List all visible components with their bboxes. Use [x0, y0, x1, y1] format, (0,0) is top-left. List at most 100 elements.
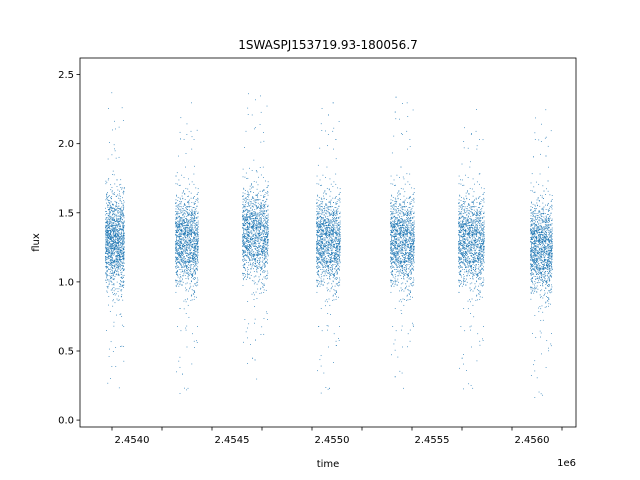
- data-point: [180, 236, 182, 237]
- data-point: [266, 237, 268, 238]
- data-point: [256, 235, 258, 237]
- data-point: [107, 233, 109, 235]
- data-point: [179, 279, 181, 281]
- data-point: [320, 263, 322, 265]
- data-point: [262, 255, 264, 256]
- data-point: [263, 208, 264, 210]
- data-point: [195, 228, 197, 230]
- data-point: [122, 235, 124, 237]
- data-point: [260, 208, 262, 210]
- data-point: [182, 218, 184, 220]
- data-point: [186, 220, 188, 222]
- data-point: [119, 208, 121, 210]
- data-point: [119, 257, 121, 259]
- data-point: [190, 260, 192, 262]
- data-point: [262, 231, 264, 233]
- data-point: [249, 212, 251, 214]
- data-point: [116, 288, 118, 290]
- data-point: [187, 387, 189, 389]
- data-point: [263, 240, 264, 242]
- data-point: [253, 257, 255, 259]
- data-point: [110, 260, 112, 262]
- data-point: [120, 272, 122, 273]
- data-point: [181, 231, 183, 233]
- data-point: [189, 220, 191, 222]
- data-point: [185, 244, 187, 246]
- data-point: [267, 234, 269, 236]
- data-point: [251, 293, 253, 295]
- data-point: [330, 274, 332, 276]
- data-point: [255, 223, 257, 225]
- data-point: [109, 229, 111, 231]
- data-point: [115, 242, 117, 244]
- data-point: [248, 210, 250, 212]
- data-point: [177, 225, 179, 227]
- data-point: [181, 261, 183, 263]
- data-point: [191, 232, 193, 234]
- data-point: [244, 246, 246, 248]
- data-point: [105, 252, 106, 254]
- data-point: [252, 235, 254, 236]
- data-point: [179, 233, 181, 235]
- data-point: [108, 256, 109, 258]
- data-point: [253, 299, 255, 300]
- data-point: [187, 232, 189, 233]
- data-point: [253, 244, 255, 246]
- data-point: [116, 220, 118, 222]
- data-point: [333, 213, 335, 214]
- data-point: [242, 226, 243, 228]
- data-point: [176, 194, 177, 196]
- data-point: [246, 254, 247, 256]
- data-point: [331, 250, 333, 252]
- data-point: [108, 262, 110, 264]
- data-point: [181, 253, 183, 255]
- data-point: [196, 251, 198, 253]
- data-point: [179, 263, 180, 265]
- data-point: [176, 265, 178, 267]
- data-point: [190, 239, 192, 241]
- data-point: [263, 318, 265, 319]
- data-point: [113, 287, 115, 288]
- data-point: [108, 248, 109, 250]
- data-point: [251, 228, 253, 229]
- data-point: [259, 264, 261, 266]
- data-point: [106, 241, 108, 243]
- data-point: [320, 243, 321, 245]
- data-point: [121, 239, 123, 241]
- data-point: [317, 273, 319, 275]
- data-point: [334, 262, 336, 263]
- data-point: [264, 216, 266, 218]
- data-point: [119, 199, 121, 201]
- data-point: [180, 263, 181, 265]
- data-point: [183, 275, 184, 277]
- data-point: [182, 220, 184, 221]
- data-point: [248, 256, 249, 257]
- data-point: [189, 270, 191, 272]
- data-point: [257, 215, 259, 217]
- data-point: [111, 248, 113, 249]
- data-point: [267, 213, 269, 215]
- data-point: [177, 235, 179, 237]
- data-point: [331, 258, 333, 259]
- data-point: [247, 219, 249, 221]
- data-point: [260, 222, 262, 224]
- data-point: [111, 281, 113, 283]
- data-point: [329, 230, 330, 232]
- data-point: [177, 261, 179, 262]
- data-point: [323, 233, 325, 235]
- data-point: [114, 245, 116, 246]
- data-point: [189, 205, 190, 207]
- data-point: [191, 136, 193, 138]
- data-point: [117, 231, 118, 232]
- data-point: [197, 233, 198, 235]
- data-point: [196, 259, 198, 261]
- data-point: [193, 237, 195, 239]
- data-point: [191, 212, 193, 213]
- data-point: [266, 231, 267, 233]
- data-point: [107, 223, 108, 225]
- data-point: [245, 130, 247, 132]
- data-point: [183, 215, 185, 217]
- data-point: [113, 233, 115, 235]
- data-point: [331, 283, 333, 285]
- data-point: [321, 227, 323, 229]
